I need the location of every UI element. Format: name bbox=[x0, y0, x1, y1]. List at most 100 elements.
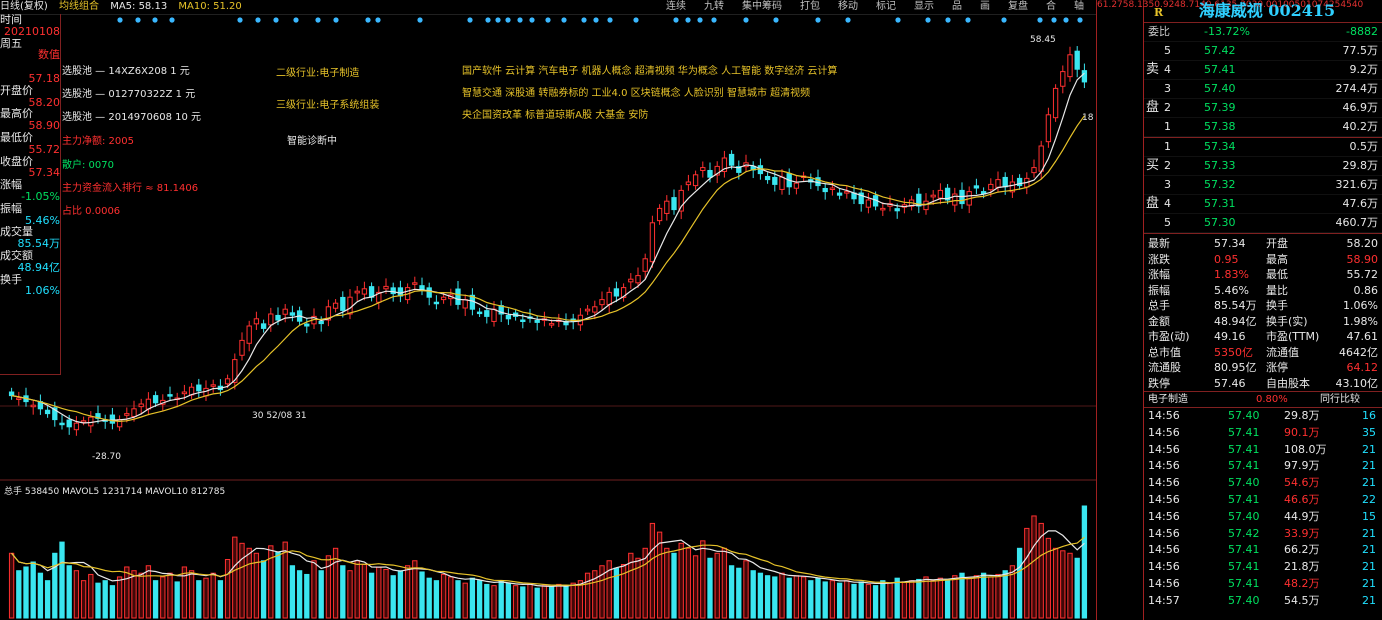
event-dot[interactable] bbox=[697, 17, 703, 23]
price-tick: 30.00 bbox=[1251, 0, 1278, 10]
candle-body bbox=[916, 193, 922, 207]
toolbar-tool-11[interactable]: 轴 bbox=[1074, 1, 1084, 12]
event-dot[interactable] bbox=[495, 17, 501, 23]
volume-bar bbox=[16, 570, 22, 619]
event-dot[interactable] bbox=[117, 17, 123, 23]
event-dot[interactable] bbox=[1051, 17, 1057, 23]
event-dot[interactable] bbox=[1063, 17, 1069, 23]
toolbar-tool-9[interactable]: 复盘 bbox=[1008, 1, 1028, 12]
toolbar-tool-3[interactable]: 打包 bbox=[800, 1, 820, 12]
buy-level-row[interactable]: 1 57.34 0.5万 bbox=[1144, 138, 1382, 157]
volume-bar bbox=[700, 540, 706, 619]
sell-level-row[interactable]: 5 57.42 77.5万 bbox=[1144, 42, 1382, 61]
toolbar-tool-8[interactable]: 画 bbox=[980, 1, 990, 12]
event-dot[interactable] bbox=[545, 17, 551, 23]
event-dot[interactable] bbox=[633, 17, 639, 23]
event-dot[interactable] bbox=[965, 17, 971, 23]
stat-value: 58.20 bbox=[1346, 237, 1379, 250]
event-dot[interactable] bbox=[673, 17, 679, 23]
event-dot[interactable] bbox=[895, 17, 901, 23]
stat-label: 涨停 bbox=[1266, 361, 1288, 374]
tick-price: 57.41 bbox=[1228, 492, 1260, 506]
event-dot[interactable] bbox=[593, 17, 599, 23]
weibi-value: -13.72% bbox=[1204, 25, 1250, 38]
stat-value: 49.16 bbox=[1214, 330, 1246, 343]
tick-count: 21 bbox=[1362, 442, 1376, 456]
buy-level-row[interactable]: 买 2 57.33 29.8万 bbox=[1144, 157, 1382, 176]
toolbar-tool-5[interactable]: 标记 bbox=[876, 1, 896, 12]
event-dot[interactable] bbox=[135, 17, 141, 23]
toolbar-tool-0[interactable]: 连续 bbox=[666, 1, 686, 12]
event-dot[interactable] bbox=[485, 17, 491, 23]
buy-level-row[interactable]: 5 57.30 460.7万 bbox=[1144, 214, 1382, 233]
toolbar-tool-2[interactable]: 集中筹码 bbox=[742, 1, 782, 12]
stat-label: 流通值 bbox=[1266, 345, 1299, 359]
event-dot[interactable] bbox=[773, 17, 779, 23]
stats-grid: 最新 57.34 开盘 58.20 涨跌 0.95 最高 58.90 涨幅 1.83% 最低 55.7… bbox=[1144, 234, 1382, 391]
tick-time: 14:56 bbox=[1148, 543, 1180, 557]
volume-bar bbox=[1067, 552, 1073, 619]
volume-bar bbox=[527, 583, 533, 619]
last-marker: 18 bbox=[1082, 113, 1094, 123]
stat-value: 5350亿 bbox=[1214, 345, 1253, 359]
event-dot[interactable] bbox=[711, 17, 717, 23]
event-markers[interactable] bbox=[117, 17, 1083, 23]
event-dot[interactable] bbox=[315, 17, 321, 23]
event-dot[interactable] bbox=[1077, 17, 1083, 23]
event-dot[interactable] bbox=[293, 17, 299, 23]
peer-compare-link[interactable]: 同行比较 bbox=[1320, 394, 1360, 405]
sell-level-row[interactable]: 盘 2 57.39 46.9万 bbox=[1144, 99, 1382, 118]
sector-row[interactable]: 电子制造 0.80% 同行比较 bbox=[1144, 391, 1382, 408]
event-dot[interactable] bbox=[237, 17, 243, 23]
candle-body bbox=[599, 299, 605, 306]
candle-body bbox=[260, 323, 267, 329]
event-dot[interactable] bbox=[581, 17, 587, 23]
toolbar-tool-6[interactable]: 显示 bbox=[914, 1, 934, 12]
event-dot[interactable] bbox=[945, 17, 951, 23]
sell-level-row[interactable]: 3 57.40 274.4万 bbox=[1144, 80, 1382, 99]
volume-bars bbox=[8, 505, 1088, 619]
volume-bar bbox=[973, 575, 980, 619]
volume-bar bbox=[448, 576, 454, 619]
event-dot[interactable] bbox=[255, 17, 261, 23]
event-dot[interactable] bbox=[1037, 17, 1043, 23]
event-dot[interactable] bbox=[365, 17, 371, 23]
period-selector[interactable]: 日线(复权) bbox=[0, 1, 48, 12]
event-dot[interactable] bbox=[517, 17, 523, 23]
event-dot[interactable] bbox=[375, 17, 381, 23]
event-dot[interactable] bbox=[505, 17, 511, 23]
sell-price: 57.40 bbox=[1204, 82, 1236, 95]
candle-body bbox=[433, 301, 440, 305]
kline-chart[interactable]: 58.45 -28.70 30 52/08 31 18 总手 538450 MAVOL5… bbox=[0, 14, 1096, 620]
event-dot[interactable] bbox=[152, 17, 158, 23]
buy-level: 1 bbox=[1164, 140, 1171, 153]
event-dot[interactable] bbox=[273, 17, 279, 23]
volume-bar bbox=[37, 572, 44, 619]
event-dot[interactable] bbox=[333, 17, 339, 23]
toolbar-tool-7[interactable]: 品 bbox=[952, 1, 962, 12]
event-dot[interactable] bbox=[1001, 17, 1007, 23]
sell-level-row[interactable]: 1 57.38 40.2万 bbox=[1144, 118, 1382, 137]
stat-label: 量比 bbox=[1266, 283, 1288, 297]
volume-bar bbox=[793, 575, 800, 619]
candle-body bbox=[520, 319, 526, 322]
event-dot[interactable] bbox=[607, 17, 613, 23]
buy-level-row[interactable]: 3 57.32 321.6万 bbox=[1144, 176, 1382, 195]
event-dot[interactable] bbox=[529, 17, 535, 23]
toolbar-tool-10[interactable]: 合 bbox=[1046, 1, 1056, 12]
event-dot[interactable] bbox=[561, 17, 567, 23]
event-dot[interactable] bbox=[925, 17, 931, 23]
buy-level-row[interactable]: 盘 4 57.31 47.6万 bbox=[1144, 195, 1382, 214]
indicator-name[interactable]: 均线组合 bbox=[59, 1, 99, 12]
event-dot[interactable] bbox=[685, 17, 691, 23]
event-dot[interactable] bbox=[467, 17, 473, 23]
event-dot[interactable] bbox=[417, 17, 423, 23]
toolbar-tool-4[interactable]: 移动 bbox=[838, 1, 858, 12]
toolbar-tool-1[interactable]: 九转 bbox=[704, 1, 724, 12]
tick-list[interactable]: 14:56 57.40 29.8万 16 14:56 57.41 90.1万 35 14:56 5… bbox=[1144, 408, 1382, 610]
event-dot[interactable] bbox=[169, 17, 175, 23]
event-dot[interactable] bbox=[743, 17, 749, 23]
sell-level-row[interactable]: 卖 4 57.41 9.2万 bbox=[1144, 61, 1382, 80]
event-dot[interactable] bbox=[815, 17, 821, 23]
event-dot[interactable] bbox=[845, 17, 851, 23]
